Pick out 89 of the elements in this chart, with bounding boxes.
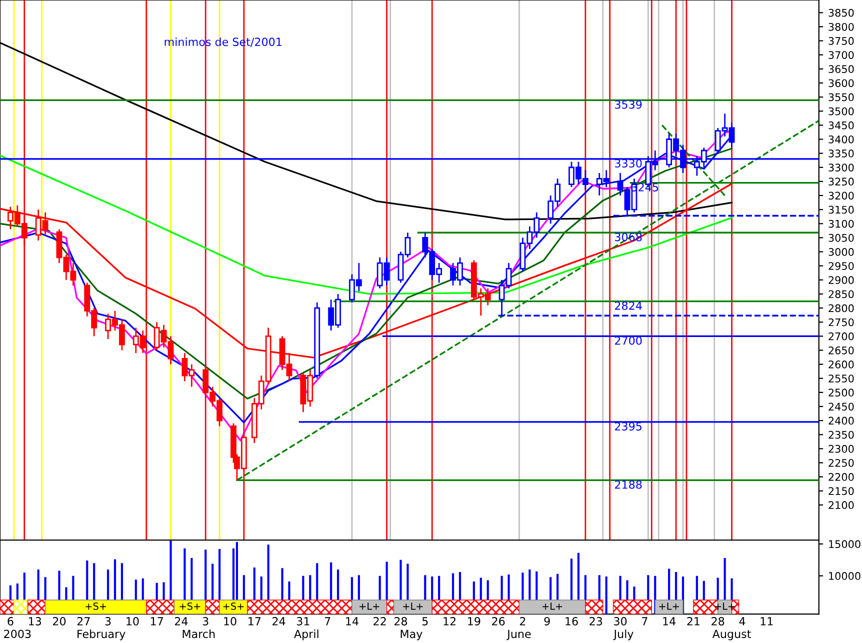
y-tick-label: 2200: [828, 473, 854, 481]
y-tick-label: 3250: [828, 178, 854, 186]
y-tick-label: 3750: [828, 37, 854, 45]
y-tick-label: 3350: [828, 150, 854, 158]
y-tick-label: 2500: [828, 388, 854, 397]
y-tick-label: 2400: [828, 416, 854, 425]
y-tick-label: 3600: [828, 79, 854, 88]
x2-tick-label: June: [506, 630, 531, 640]
y-tick-label: 2900: [828, 276, 854, 284]
x2-tick-label: August: [712, 630, 751, 640]
band-label: +S+: [223, 602, 244, 610]
series-label: 3330: [615, 159, 642, 168]
x-tick-label: 22: [374, 617, 386, 626]
x-tick-label: 10: [126, 617, 139, 626]
x2-tick-label: February: [78, 630, 126, 640]
y-tick-label: 2800: [828, 304, 854, 312]
x-tick-label: 10: [224, 617, 236, 626]
x-tick-label: 27: [77, 617, 90, 626]
y-tick-label: 2100: [828, 501, 854, 510]
series-label: 2824: [614, 301, 642, 310]
x-tick-label: 16: [566, 617, 578, 626]
band-label: +L+: [659, 602, 679, 610]
x-tick-label: 5: [422, 617, 428, 626]
y-tick-label: 3500: [828, 107, 854, 116]
band-label: +S+: [180, 602, 200, 610]
y-tick-label: 2550: [828, 374, 854, 382]
x-tick-label: 13: [29, 617, 42, 626]
x-tick-label: 20: [52, 617, 66, 626]
x-tick-label: 7: [642, 617, 648, 626]
band-label: +L+: [360, 602, 380, 610]
y-tick-label: 3550: [828, 93, 854, 102]
x2-tick-label: 2003: [4, 630, 31, 638]
x2-tick-label: May: [400, 630, 422, 640]
x-tick-label: 17: [150, 617, 163, 626]
x2-tick-label: April: [294, 630, 318, 640]
y-tick-label: 3450: [828, 121, 854, 130]
band-label: +L+: [542, 602, 562, 610]
x-tick-label: 9: [544, 617, 550, 626]
x-tick-label: 4: [739, 617, 746, 626]
y-tick-label: 2950: [828, 262, 854, 270]
y-tick-label: 15000: [829, 540, 860, 548]
y-tick-label: 2350: [828, 430, 854, 439]
x-tick-label: 17: [248, 617, 260, 626]
y-tick-label: 3200: [828, 192, 854, 200]
y-tick-label: 3700: [828, 51, 854, 59]
y-tick-label: 2600: [828, 360, 854, 368]
x-tick-label: 6: [8, 617, 14, 626]
y-tick-label: 3300: [828, 164, 854, 172]
y-tick-label: 2850: [828, 290, 854, 298]
y-tick-label: 2250: [828, 458, 854, 467]
y-tick-label: 3400: [828, 135, 854, 144]
y-tick-label: 2450: [828, 402, 854, 411]
y-tick-label: 3000: [828, 248, 854, 256]
y-tick-label: 2650: [828, 346, 854, 354]
x-tick-label: 19: [468, 617, 480, 626]
band-label: +S+: [86, 602, 106, 610]
series-label: 3539: [615, 100, 642, 109]
y-tick-label: 10000: [829, 572, 860, 580]
y-tick-label: 3050: [828, 234, 854, 242]
x-tick-label: 28: [712, 617, 724, 626]
y-tick-label: 2300: [828, 444, 854, 453]
x-tick-label: 21: [687, 617, 700, 626]
x-tick-label: 30: [614, 617, 627, 626]
x-tick-label: 24: [272, 617, 286, 626]
y-tick-label: 3650: [828, 65, 854, 74]
series-label: 2188: [614, 480, 642, 489]
x-tick-label: 12: [444, 617, 456, 626]
x2-tick-label: March: [182, 630, 215, 638]
x-tick-label: 23: [590, 617, 602, 626]
x-tick-label: 24: [174, 617, 188, 626]
x-tick-label: 14: [346, 617, 358, 626]
y-tick-label: 2750: [828, 318, 854, 326]
x-tick-label: 14: [663, 617, 676, 626]
y-tick-label: 2150: [828, 487, 854, 495]
x-tick-label: 3: [202, 617, 208, 626]
x-tick-label: 7: [324, 617, 330, 626]
y-tick-label: 3850: [828, 8, 854, 17]
y-tick-label: 3800: [828, 22, 854, 31]
x2-tick-label: July: [613, 630, 634, 640]
y-tick-label: 3150: [828, 206, 854, 214]
x-tick-label: 3: [105, 617, 111, 626]
x-tick-label: 11: [760, 617, 773, 626]
x-tick-label: 28: [394, 617, 408, 626]
band-label: +L+: [403, 602, 423, 610]
y-tick-label: 2700: [828, 332, 854, 340]
y-tick-label: 3100: [828, 220, 854, 228]
x-tick-label: 26: [492, 617, 505, 626]
x-tick-label: 2: [520, 617, 526, 626]
x-tick-label: 31: [296, 617, 310, 626]
